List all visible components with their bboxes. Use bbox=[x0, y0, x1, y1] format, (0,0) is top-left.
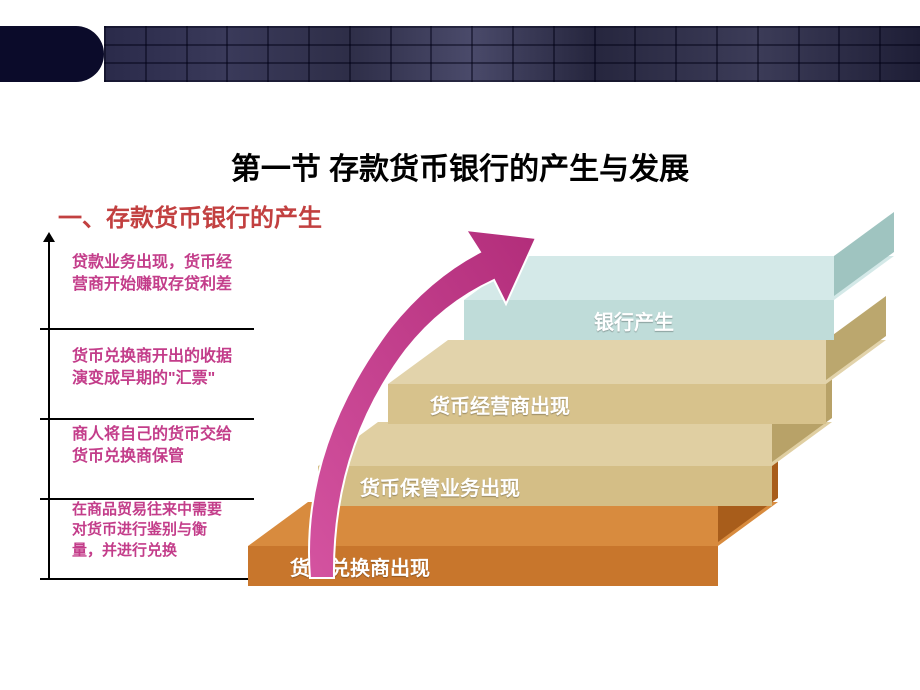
banner-grid bbox=[104, 26, 920, 82]
stage-label-3: 在商品贸易往来中需要对货币进行鉴别与衡量，并进行兑换 bbox=[72, 500, 232, 561]
step-side-2 bbox=[826, 296, 886, 380]
y-axis bbox=[48, 242, 50, 580]
x-axis bbox=[40, 578, 254, 580]
page-title: 第一节 存款货币银行的产生与发展 bbox=[0, 144, 920, 188]
stage-label-0: 贷款业务出现，货币经营商开始赚取存贷利差 bbox=[72, 252, 232, 295]
step-side-3 bbox=[834, 212, 894, 296]
stage-label-1: 货币兑换商开出的收据演变成早期的"汇票" bbox=[72, 346, 232, 389]
stage-label-2: 商人将自己的货币交给货币兑换商保管 bbox=[72, 424, 232, 467]
banner bbox=[0, 26, 920, 82]
growth-arrow bbox=[270, 208, 550, 588]
axis-tick bbox=[40, 418, 254, 420]
banner-tab bbox=[0, 26, 104, 82]
axis-tick bbox=[40, 328, 254, 330]
